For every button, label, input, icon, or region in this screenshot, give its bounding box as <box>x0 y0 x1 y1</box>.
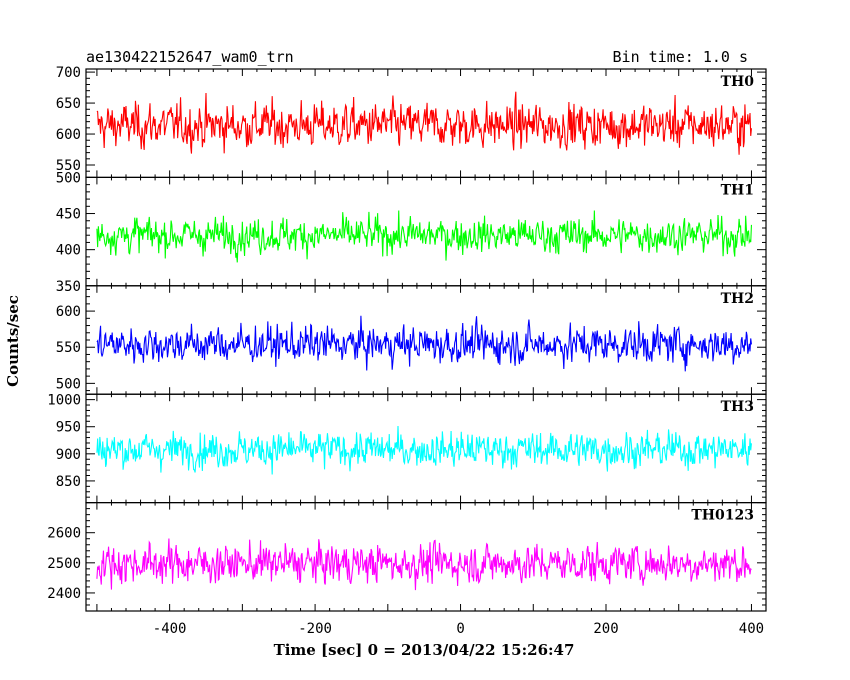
series-line-th2 <box>96 315 752 372</box>
x-tick-label: 400 <box>739 621 764 637</box>
x-tick-label: 0 <box>456 621 464 637</box>
panel-label-th1: TH1 <box>721 182 754 198</box>
y-tick-label: 400 <box>56 243 81 259</box>
series-line-th1 <box>96 210 752 263</box>
y-tick-label: 950 <box>56 420 81 436</box>
panel-th0: 550 600 650 700 TH0 <box>56 65 767 179</box>
panels-group: 550600650700TH0350400450500TH1500550600T… <box>47 65 767 612</box>
y-tick-label: 550 <box>56 340 81 356</box>
panel-label-th0123: TH0123 <box>691 508 754 524</box>
y-tick-label: 850 <box>56 474 81 490</box>
x-tick-label: -200 <box>298 621 332 637</box>
y-tick-label: 600 <box>56 127 81 143</box>
y-tick-label: 2500 <box>47 556 81 572</box>
panel-frame <box>85 176 767 287</box>
y-tick-label: 550 <box>56 158 81 174</box>
x-tick-label: -400 <box>153 621 187 637</box>
panel-th1: 350 400 450 500 TH1 <box>56 170 767 295</box>
panel-th2: 500 550 600 TH2 <box>56 285 767 395</box>
x-axis-label: Time [sec] 0 = 2013/04/22 15:26:47 <box>274 641 575 659</box>
y-tick-label: 450 <box>56 207 81 223</box>
y-tick-label: 500 <box>56 170 81 186</box>
panel-th0123: 2400 2500 2600 TH0123 <box>47 502 767 612</box>
panel-label-th0: TH0 <box>721 74 755 90</box>
y-tick-label: 2600 <box>47 526 81 542</box>
y-tick-label: 2400 <box>47 586 81 602</box>
bin-time-label: Bin time: 1.0 s <box>613 48 748 66</box>
panel-th3: 850 900 950 1000 TH3 <box>47 393 767 504</box>
series-line-th3 <box>96 426 752 475</box>
y-tick-label: 900 <box>56 447 81 463</box>
chart-title: ae130422152647_wam0_trn <box>86 48 294 66</box>
y-tick-label: 500 <box>56 376 81 392</box>
x-tick-label: 200 <box>593 621 618 637</box>
y-tick-label: 1000 <box>47 393 81 409</box>
y-tick-label: 650 <box>56 96 81 112</box>
y-tick-label: 700 <box>56 65 81 81</box>
panel-label-th2: TH2 <box>721 291 754 307</box>
series-line-th0 <box>96 91 752 155</box>
y-axis-label: Counts/sec <box>4 295 22 387</box>
y-tick-label: 350 <box>56 279 81 295</box>
x-axis: -400 -200 0 200 400 <box>153 621 764 637</box>
y-tick-label: 600 <box>56 304 81 320</box>
panel-label-th3: TH3 <box>721 399 754 415</box>
series-line-th0123 <box>96 538 752 591</box>
